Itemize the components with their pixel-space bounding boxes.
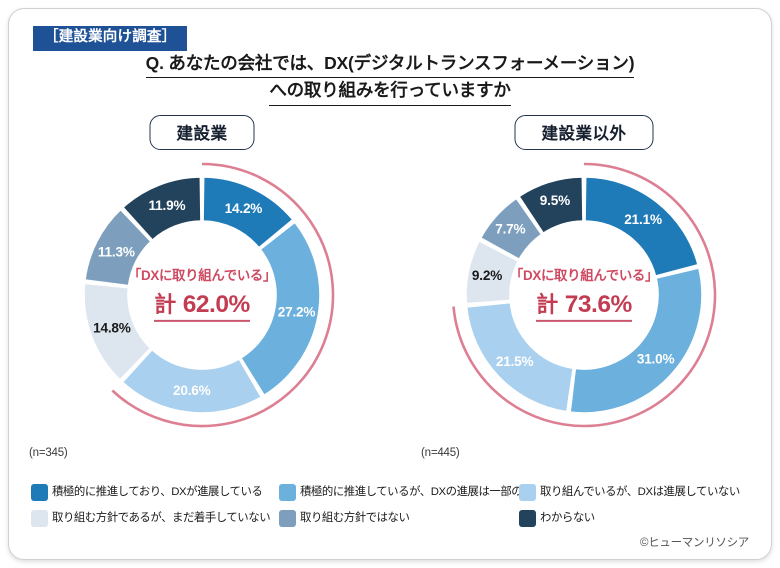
donut-segment-label: 31.0% (637, 352, 675, 367)
donut-segment (83, 282, 152, 382)
highlight-arc (452, 162, 717, 428)
donut-non-construction: 21.1% 31.0% 21.5% 9.2% 7.7% 9.5% 「DXに取り組んでいる」… (434, 145, 734, 445)
legend-item-4: 取り組む方針ではない (279, 510, 410, 527)
donut-segment (84, 208, 153, 287)
legend-item-1: 積極的に推進しているが、DXの進展は一部のみ (279, 484, 534, 501)
legend-label-5: わからない (540, 512, 595, 525)
chart-title-non-construction: 建設業以外 (514, 115, 654, 150)
chart-non-construction: 建設業以外 21.1% 31.0% 21.5% 9.2% 7.7% 9.5% 「DXに取り… (399, 115, 769, 459)
donut-segment-label: 9.2% (472, 268, 502, 283)
donut-segment-label: 21.1% (624, 212, 662, 227)
question-line-2: への取り組みを行っていますか (269, 78, 511, 106)
donut-segment-label: 14.8% (93, 321, 131, 336)
highlight-arc (111, 162, 335, 428)
page-title: Q. あなたの会社では、DX(デジタルトランスフォーメーション) への取り組みを… (9, 51, 771, 106)
donut-segment (465, 301, 575, 413)
legend-swatch-0 (31, 484, 48, 501)
legend: 積極的に推進しており、DXが進展している 積極的に推進しているが、DXの進展は一… (31, 481, 753, 533)
sample-size-non-construction: (n=445) (421, 447, 460, 459)
legend-item-0: 積極的に推進しており、DXが進展している (31, 484, 263, 501)
legend-item-5: わからない (519, 510, 595, 527)
legend-item-3: 取り組む方針であるが、まだ着手していない (31, 510, 271, 527)
legend-swatch-1 (279, 484, 296, 501)
legend-label-0: 積極的に推進しており、DXが進展している (52, 486, 263, 499)
donut-segment (479, 197, 543, 261)
donut-segment-label: 20.6% (173, 383, 211, 398)
donut-segment (584, 176, 700, 278)
sample-size-construction: (n=345) (29, 447, 68, 459)
legend-label-4: 取り組む方針ではない (300, 512, 410, 525)
donut-segment-label: 7.7% (495, 221, 525, 236)
question-line-1: Q. あなたの会社では、DX(デジタルトランスフォーメーション) (145, 51, 635, 79)
donut-segment-label: 11.3% (98, 244, 135, 259)
copyright-notice: ©ヒューマンリソシア (640, 537, 749, 549)
donut-segment-label: 27.2% (278, 304, 316, 319)
legend-swatch-3 (31, 510, 48, 527)
donut-segment (465, 239, 520, 305)
survey-category-badge: ［建設業向け調査］ (33, 26, 188, 51)
survey-card: ［建設業向け調査］ Q. あなたの会社では、DX(デジタルトランスフォーメーショ… (8, 8, 772, 560)
legend-label-2: 取り組んでいるが、DXは進展していない (540, 486, 740, 499)
donut-segment (569, 267, 703, 414)
donut-segment (121, 348, 263, 414)
legend-label-3: 取り組む方針であるが、まだ着手していない (52, 512, 271, 525)
legend-swatch-4 (279, 510, 296, 527)
donut-segment (202, 176, 294, 249)
legend-swatch-2 (519, 484, 536, 501)
donut-segment (121, 176, 202, 242)
legend-item-2: 取り組んでいるが、DXは進展していない (519, 484, 740, 501)
chart-title-construction: 建設業 (149, 115, 255, 150)
donut-svg-non-construction: 21.1% 31.0% 21.5% 9.2% 7.7% 9.5% (452, 162, 717, 428)
donut-segment-label: 11.9% (149, 198, 186, 213)
donut-segment (517, 176, 584, 235)
donut-construction: 14.2% 27.2% 20.6% 14.8% 11.3% 11.9% 「DXに取り組んで… (52, 145, 352, 445)
donut-svg-construction: 14.2% 27.2% 20.6% 14.8% 11.3% 11.9% (83, 162, 335, 428)
chart-construction: 建設業 14.2% 27.2% 20.6% 14.8% 11.3% 11.9% 「DXに取… (17, 115, 387, 459)
donut-segment-label: 14.2% (225, 201, 263, 216)
legend-label-1: 積極的に推進しているが、DXの進展は一部のみ (300, 486, 534, 499)
donut-segment-label: 9.5% (540, 193, 570, 208)
legend-swatch-5 (519, 510, 536, 527)
donut-segment (239, 221, 321, 397)
donut-segment-label: 21.5% (496, 354, 534, 369)
